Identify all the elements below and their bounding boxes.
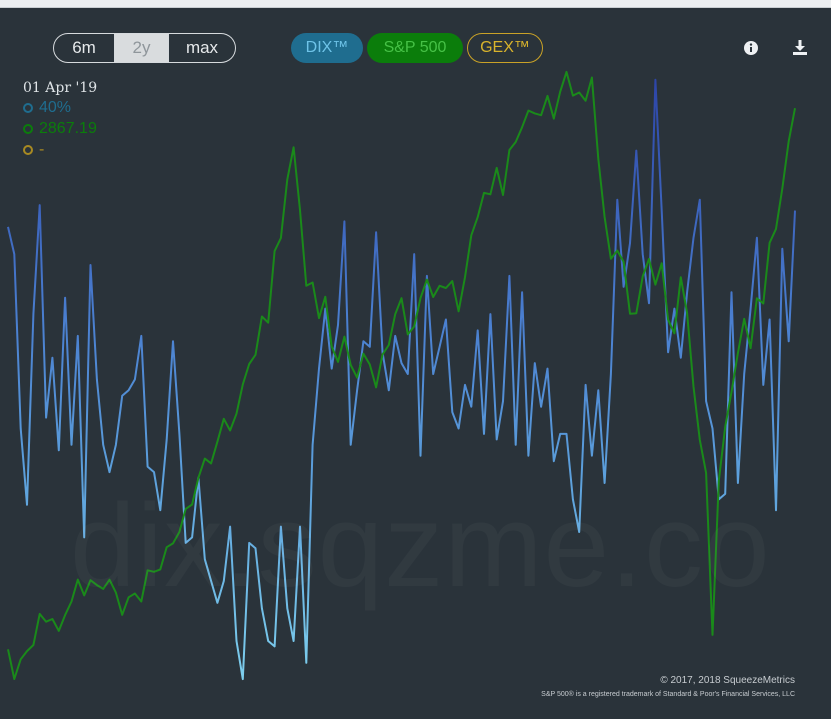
- gex-marker-icon: [23, 145, 33, 155]
- dix-marker-icon: [23, 103, 33, 113]
- top-bar: [0, 0, 831, 8]
- trademark-text: S&P 500® is a registered trademark of St…: [541, 691, 795, 698]
- series-toggle-group: DIX™ S&P 500 GEX™: [291, 33, 543, 63]
- tooltip-spx-row: 2867.19: [23, 120, 97, 138]
- watermark: dix.sqzme.co: [70, 478, 771, 614]
- dix-series-line: [7, 78, 796, 681]
- tooltip-gex-row: -: [23, 141, 97, 159]
- range-max-button[interactable]: max: [169, 33, 236, 63]
- info-icon[interactable]: [741, 38, 761, 58]
- spx-series-line: [7, 70, 796, 680]
- range-6m-button[interactable]: 6m: [53, 33, 115, 63]
- gex-toggle-button[interactable]: GEX™: [467, 33, 543, 63]
- hover-tooltip: 01 Apr '19 40% 2867.19 -: [23, 80, 97, 159]
- range-selector: 6m 2y max: [53, 33, 236, 63]
- download-icon[interactable]: [790, 38, 810, 58]
- tooltip-gex-value: -: [39, 141, 45, 158]
- tooltip-dix-row: 40%: [23, 99, 97, 117]
- copyright-text: © 2017, 2018 SqueezeMetrics: [660, 675, 795, 686]
- tooltip-date: 01 Apr '19: [23, 80, 98, 96]
- dix-toggle-button[interactable]: DIX™: [291, 33, 363, 63]
- spx-toggle-button[interactable]: S&P 500: [367, 33, 463, 63]
- spx-marker-icon: [23, 124, 33, 134]
- tooltip-spx-value: 2867.19: [39, 120, 97, 137]
- tooltip-dix-value: 40%: [39, 99, 72, 116]
- range-2y-button[interactable]: 2y: [115, 33, 169, 63]
